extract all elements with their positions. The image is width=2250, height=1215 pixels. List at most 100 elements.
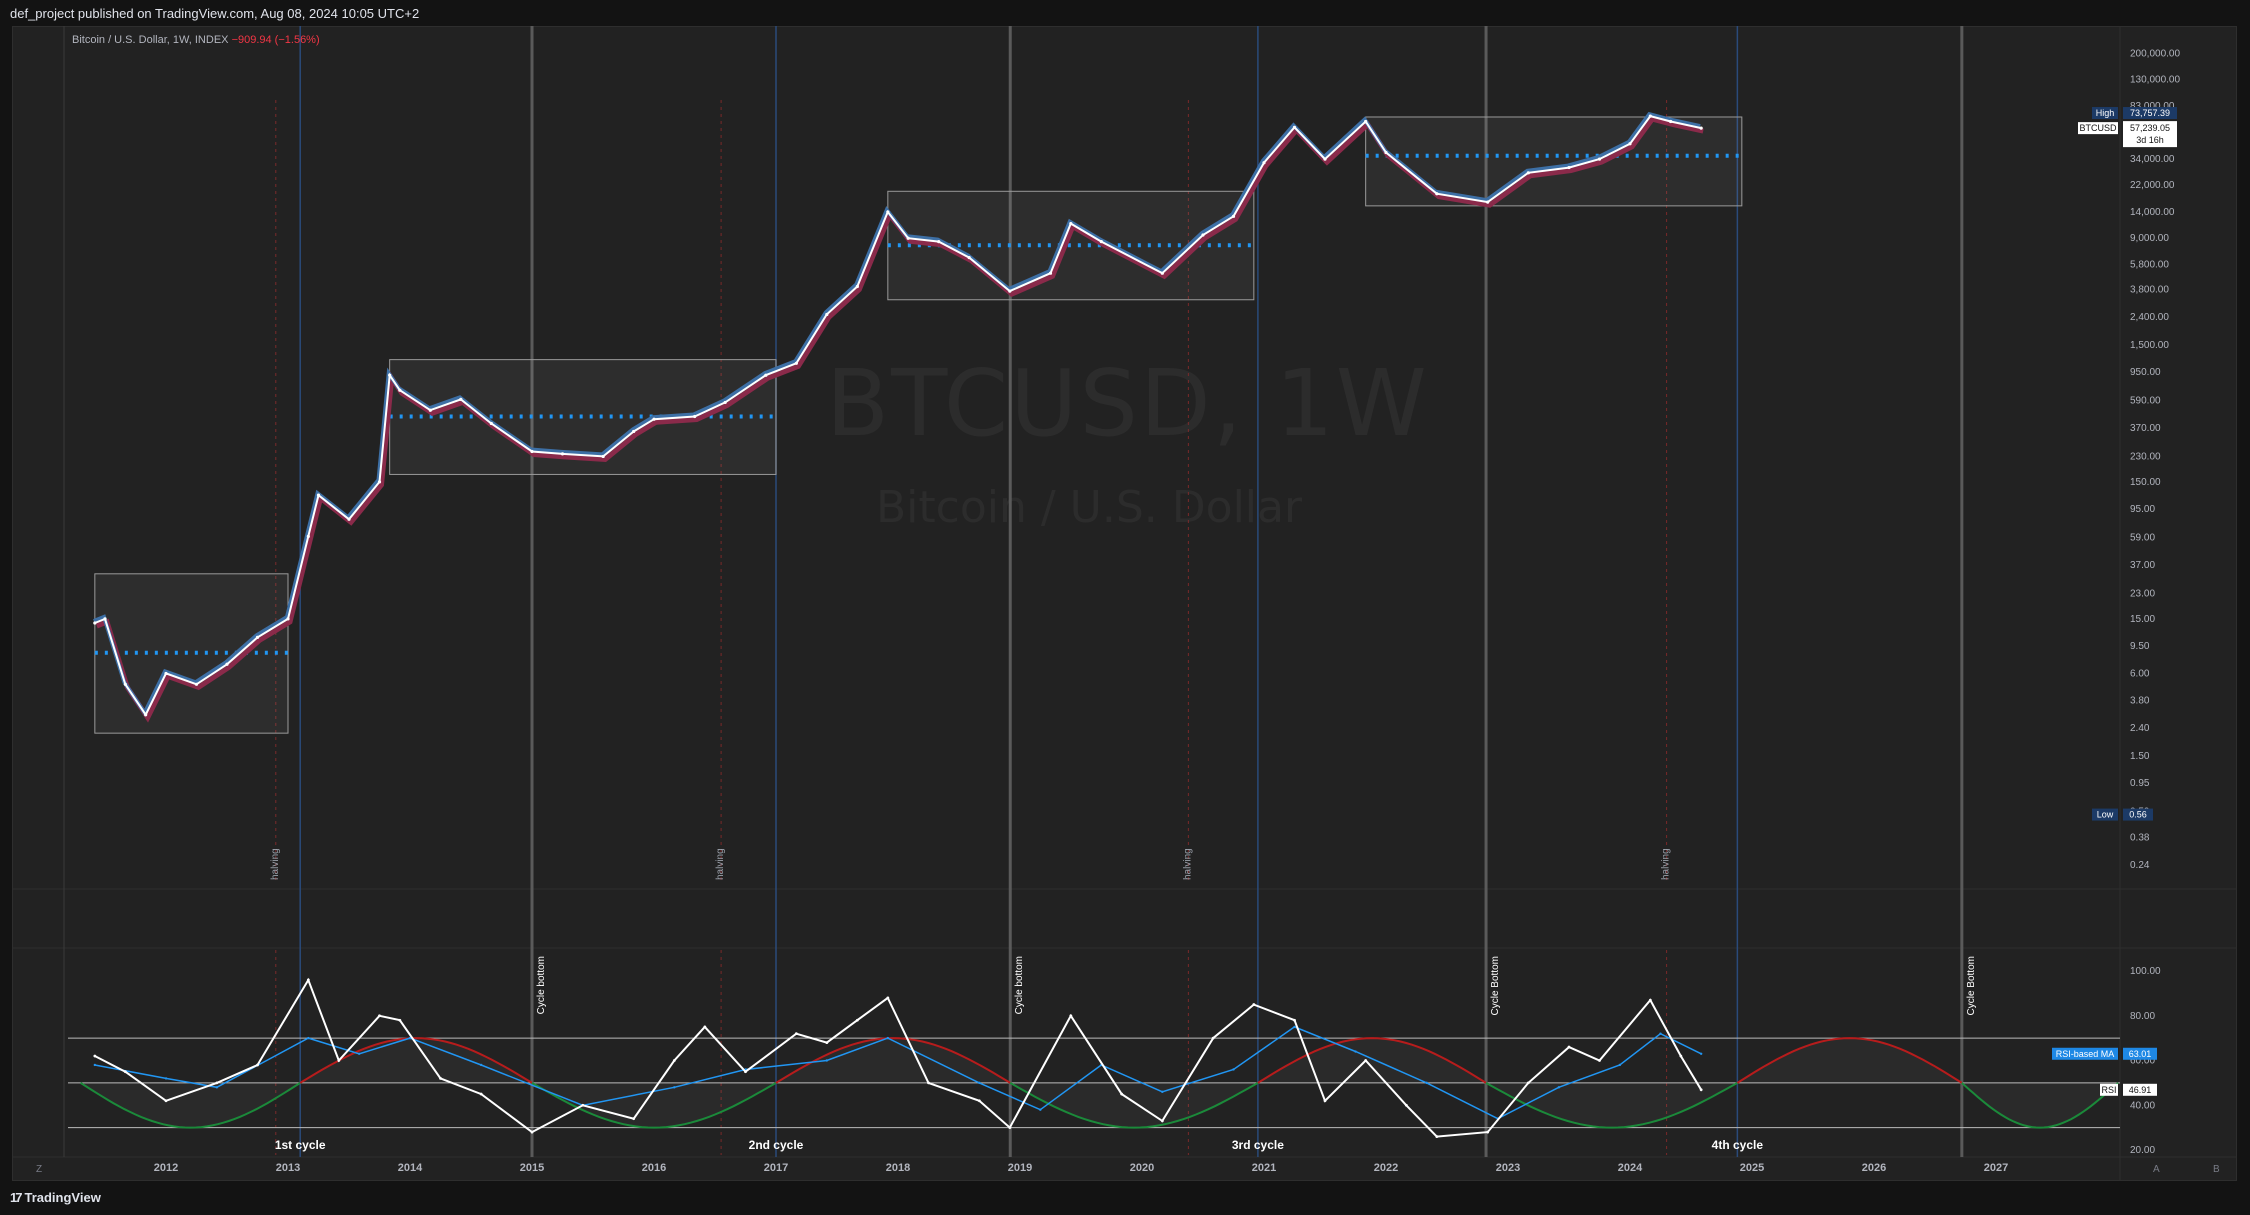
- price-point[interactable]: [1160, 271, 1164, 275]
- rsi-ma-point[interactable]: [1425, 1081, 1428, 1085]
- price-point[interactable]: [388, 373, 392, 377]
- price-point[interactable]: [937, 240, 941, 244]
- rsi-point[interactable]: [1526, 1081, 1530, 1085]
- price-point[interactable]: [377, 480, 382, 484]
- price-point[interactable]: [316, 493, 321, 497]
- rsi-point[interactable]: [1069, 1014, 1073, 1018]
- price-point[interactable]: [225, 662, 229, 666]
- price-point[interactable]: [459, 397, 463, 401]
- rsi-point[interactable]: [1567, 1045, 1571, 1049]
- rsi-point[interactable]: [744, 1070, 747, 1074]
- price-point[interactable]: [601, 454, 605, 459]
- rsi-point[interactable]: [1598, 1059, 1601, 1062]
- price-point[interactable]: [1201, 233, 1205, 237]
- rsi-point[interactable]: [1364, 1059, 1368, 1062]
- price-point[interactable]: [1099, 240, 1103, 244]
- tradingview-logo[interactable]: 17 TradingView: [10, 1190, 101, 1205]
- price-point[interactable]: [1648, 114, 1652, 118]
- log-scale-button[interactable]: B: [2213, 1164, 2220, 1175]
- price-point[interactable]: [1628, 142, 1632, 146]
- rsi-point[interactable]: [479, 1092, 483, 1096]
- rsi-point[interactable]: [794, 1032, 798, 1036]
- rsi-ma-point[interactable]: [479, 1063, 483, 1067]
- auto-scale-button[interactable]: A: [2153, 1164, 2160, 1175]
- rsi-ma-point[interactable]: [164, 1077, 168, 1080]
- price-point[interactable]: [1669, 119, 1673, 124]
- price-point[interactable]: [1486, 200, 1490, 204]
- price-point[interactable]: [398, 388, 402, 392]
- price-point[interactable]: [1323, 157, 1327, 161]
- rsi-point[interactable]: [632, 1117, 636, 1121]
- rsi-ma-point[interactable]: [1232, 1068, 1235, 1071]
- rsi-ma-point[interactable]: [1161, 1090, 1164, 1094]
- rsi-ma-point[interactable]: [93, 1063, 97, 1067]
- rsi-ma-point[interactable]: [1039, 1108, 1042, 1111]
- rsi-point[interactable]: [977, 1099, 981, 1103]
- price-point[interactable]: [123, 682, 127, 686]
- price-point[interactable]: [723, 400, 727, 405]
- rsi-point[interactable]: [398, 1018, 402, 1022]
- rsi-ma-point[interactable]: [825, 1059, 829, 1062]
- price-point[interactable]: [194, 682, 199, 686]
- rsi-point[interactable]: [1211, 1036, 1215, 1040]
- rsi-ma-point[interactable]: [673, 1086, 676, 1089]
- price-point[interactable]: [855, 284, 859, 289]
- rsi-point[interactable]: [1679, 1054, 1683, 1058]
- symbol-legend[interactable]: Bitcoin / U.S. Dollar, 1W, INDEX −909.94…: [72, 34, 320, 46]
- price-point[interactable]: [1435, 192, 1439, 196]
- rsi-point[interactable]: [581, 1103, 585, 1107]
- rsi-point[interactable]: [530, 1130, 534, 1134]
- price-point[interactable]: [886, 210, 890, 214]
- rsi-point[interactable]: [855, 1018, 859, 1022]
- price-point[interactable]: [1231, 214, 1236, 218]
- rsi-point[interactable]: [1648, 998, 1652, 1002]
- price-point[interactable]: [652, 417, 656, 421]
- price-point[interactable]: [1364, 119, 1368, 124]
- rsi-point[interactable]: [1252, 1003, 1256, 1006]
- price-point[interactable]: [164, 671, 168, 676]
- price-line[interactable]: [94, 114, 1702, 717]
- rsi-point[interactable]: [825, 1041, 829, 1044]
- price-point[interactable]: [632, 429, 636, 434]
- rsi-point[interactable]: [672, 1059, 676, 1062]
- rsi-point[interactable]: [927, 1081, 930, 1085]
- rsi-point[interactable]: [1699, 1088, 1703, 1092]
- price-point[interactable]: [1008, 289, 1012, 293]
- rsi-point[interactable]: [1293, 1018, 1296, 1022]
- price-point[interactable]: [144, 713, 148, 717]
- price-point[interactable]: [103, 617, 107, 621]
- price-point[interactable]: [1526, 171, 1530, 175]
- rsi-point[interactable]: [1404, 1103, 1408, 1107]
- rsi-ma-point[interactable]: [1659, 1032, 1662, 1035]
- price-point[interactable]: [1048, 271, 1053, 275]
- price-point[interactable]: [286, 617, 290, 621]
- rsi-point[interactable]: [337, 1059, 341, 1062]
- price-point[interactable]: [428, 408, 432, 412]
- rsi-ma-point[interactable]: [307, 1036, 310, 1040]
- price-point[interactable]: [93, 621, 97, 625]
- price-point[interactable]: [489, 421, 493, 426]
- price-point[interactable]: [530, 449, 534, 454]
- time-axis-zoom-button[interactable]: Z: [36, 1164, 43, 1175]
- price-point[interactable]: [906, 236, 910, 240]
- rsi-ma-point[interactable]: [357, 1052, 361, 1055]
- price-point[interactable]: [1069, 222, 1073, 226]
- rsi-point[interactable]: [886, 996, 890, 1000]
- price-point[interactable]: [1262, 161, 1266, 165]
- rsi-point[interactable]: [164, 1099, 168, 1103]
- price-point[interactable]: [347, 517, 351, 521]
- price-point[interactable]: [1384, 150, 1388, 155]
- price-point[interactable]: [255, 635, 260, 639]
- price-point[interactable]: [764, 373, 768, 377]
- price-point[interactable]: [560, 452, 565, 456]
- rsi-ma-point[interactable]: [1293, 1025, 1296, 1029]
- price-point[interactable]: [1567, 165, 1571, 170]
- rsi-point[interactable]: [1008, 1126, 1012, 1130]
- rsi-point[interactable]: [1160, 1119, 1164, 1123]
- rsi-point[interactable]: [1486, 1130, 1490, 1134]
- price-point[interactable]: [825, 312, 829, 317]
- rsi-ma-point[interactable]: [1354, 1050, 1357, 1053]
- rsi-point[interactable]: [378, 1014, 381, 1018]
- rsi-point[interactable]: [439, 1077, 442, 1080]
